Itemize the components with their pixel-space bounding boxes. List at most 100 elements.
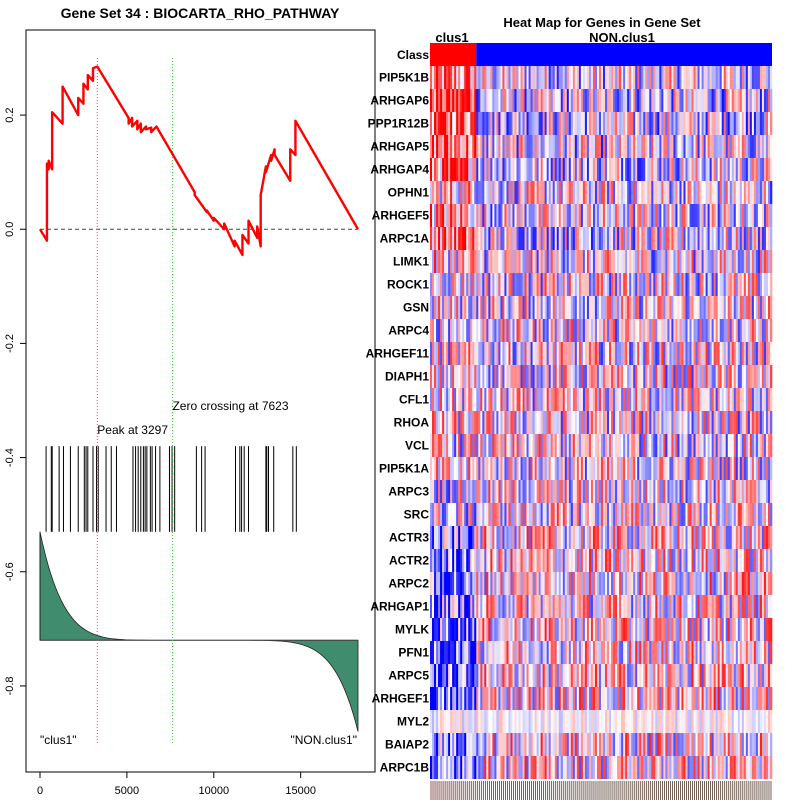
heatmap-cell: [611, 457, 614, 480]
heatmap-cell: [617, 687, 620, 710]
heatmap-cell: [580, 273, 584, 296]
heatmap-cell: [611, 710, 614, 733]
heatmap-cell: [502, 66, 505, 89]
heatmap-cell: [442, 503, 445, 526]
heatmap-cell: [675, 641, 678, 664]
heatmap-cell: [755, 595, 759, 618]
heatmap-cell: [598, 549, 602, 572]
heatmap-cell: [681, 572, 684, 595]
heatmap-cell: [594, 89, 598, 112]
heatmap-cell: [749, 480, 753, 503]
heatmap-cell: [707, 66, 710, 89]
heatmap-cell: [436, 181, 439, 204]
heatmap-cell: [629, 710, 632, 733]
heatmap-cell: [438, 687, 441, 710]
heatmap-cell: [526, 273, 529, 296]
heatmap-cell: [749, 641, 753, 664]
heatmap-cell: [540, 66, 543, 89]
heatmap-cell: [623, 388, 626, 411]
heatmap-cell: [629, 181, 632, 204]
heatmap-cell: [687, 319, 690, 342]
heatmap-cell: [486, 66, 489, 89]
heatmap-cell: [528, 618, 531, 641]
heatmap-cell: [697, 618, 700, 641]
heatmap-cell: [697, 250, 700, 273]
heatmap-cell: [586, 158, 590, 181]
heatmap-cell: [621, 250, 624, 273]
heatmap-cell: [554, 89, 558, 112]
heatmap-cell: [687, 549, 690, 572]
heatmap-cell: [691, 365, 694, 388]
heatmap-cell: [629, 273, 632, 296]
heatmap-cell: [594, 296, 598, 319]
heatmap-cell: [715, 687, 718, 710]
heatmap-cell: [699, 572, 702, 595]
heatmap-cell: [633, 227, 636, 250]
heatmap-cell: [635, 641, 638, 664]
heatmap-cell: [621, 526, 624, 549]
heatmap-cell: [631, 250, 634, 273]
heatmap-cell: [717, 664, 720, 687]
heatmap-cell: [617, 503, 620, 526]
heatmap-cell: [727, 549, 731, 572]
heatmap-cell: [560, 181, 564, 204]
heatmap-cell: [687, 181, 690, 204]
reference-lines: [40, 58, 358, 743]
heatmap-cell: [691, 641, 694, 664]
heatmap-cell: [520, 664, 523, 687]
heatmap-cell: [649, 503, 652, 526]
heatmap-cell: [466, 273, 469, 296]
heatmap-cell: [635, 687, 638, 710]
heatmap-cell: [556, 250, 560, 273]
heatmap-cell: [647, 434, 650, 457]
heatmap-cell: [554, 112, 558, 135]
heatmap-cell: [534, 595, 537, 618]
heatmap-cell: [552, 457, 556, 480]
heatmap-cell: [663, 112, 666, 135]
heatmap-cell: [683, 388, 686, 411]
heatmap-cell: [466, 158, 469, 181]
heatmap-cell: [761, 227, 765, 250]
heatmap-cell: [478, 595, 481, 618]
heatmap-cell: [524, 204, 527, 227]
heatmap-cell: [560, 89, 564, 112]
heatmap-cell: [498, 480, 501, 503]
heatmap-cell: [452, 388, 455, 411]
heatmap-cell: [729, 158, 733, 181]
heatmap-cell: [711, 572, 714, 595]
heatmap-cell: [639, 710, 642, 733]
heatmap-cell: [679, 227, 682, 250]
heatmap-cell: [562, 434, 566, 457]
heatmap-cell: [466, 549, 469, 572]
heatmap-cell: [568, 411, 572, 434]
heatmap-cell: [444, 411, 447, 434]
heatmap-cell: [514, 227, 517, 250]
heatmap-cell: [530, 135, 533, 158]
heatmap-cell: [625, 457, 628, 480]
heatmap-cell: [701, 618, 704, 641]
heatmap-cell: [434, 181, 437, 204]
heatmap-cell: [665, 273, 668, 296]
heatmap-cell: [759, 342, 763, 365]
heatmap-cell: [534, 204, 537, 227]
heatmap-cell: [751, 296, 755, 319]
heatmap-cell: [733, 158, 737, 181]
heatmap-cell: [641, 296, 644, 319]
heatmap-cell: [721, 480, 725, 503]
heatmap-cell: [570, 273, 574, 296]
heatmap-cell: [498, 411, 501, 434]
heatmap-cell: [635, 181, 638, 204]
heatmap-cell: [532, 434, 535, 457]
heatmap-cell: [578, 480, 582, 503]
heatmap-cell: [605, 457, 608, 480]
heatmap-cell: [603, 687, 606, 710]
heatmap-cell: [520, 342, 523, 365]
heatmap-cell: [681, 135, 684, 158]
heatmap-cell: [588, 480, 592, 503]
heatmap-cell: [530, 204, 533, 227]
heatmap-cell: [615, 112, 618, 135]
heatmap-cell: [436, 319, 439, 342]
heatmap-cell: [490, 296, 493, 319]
heatmap-cell: [474, 227, 477, 250]
heatmap-cell: [765, 618, 769, 641]
